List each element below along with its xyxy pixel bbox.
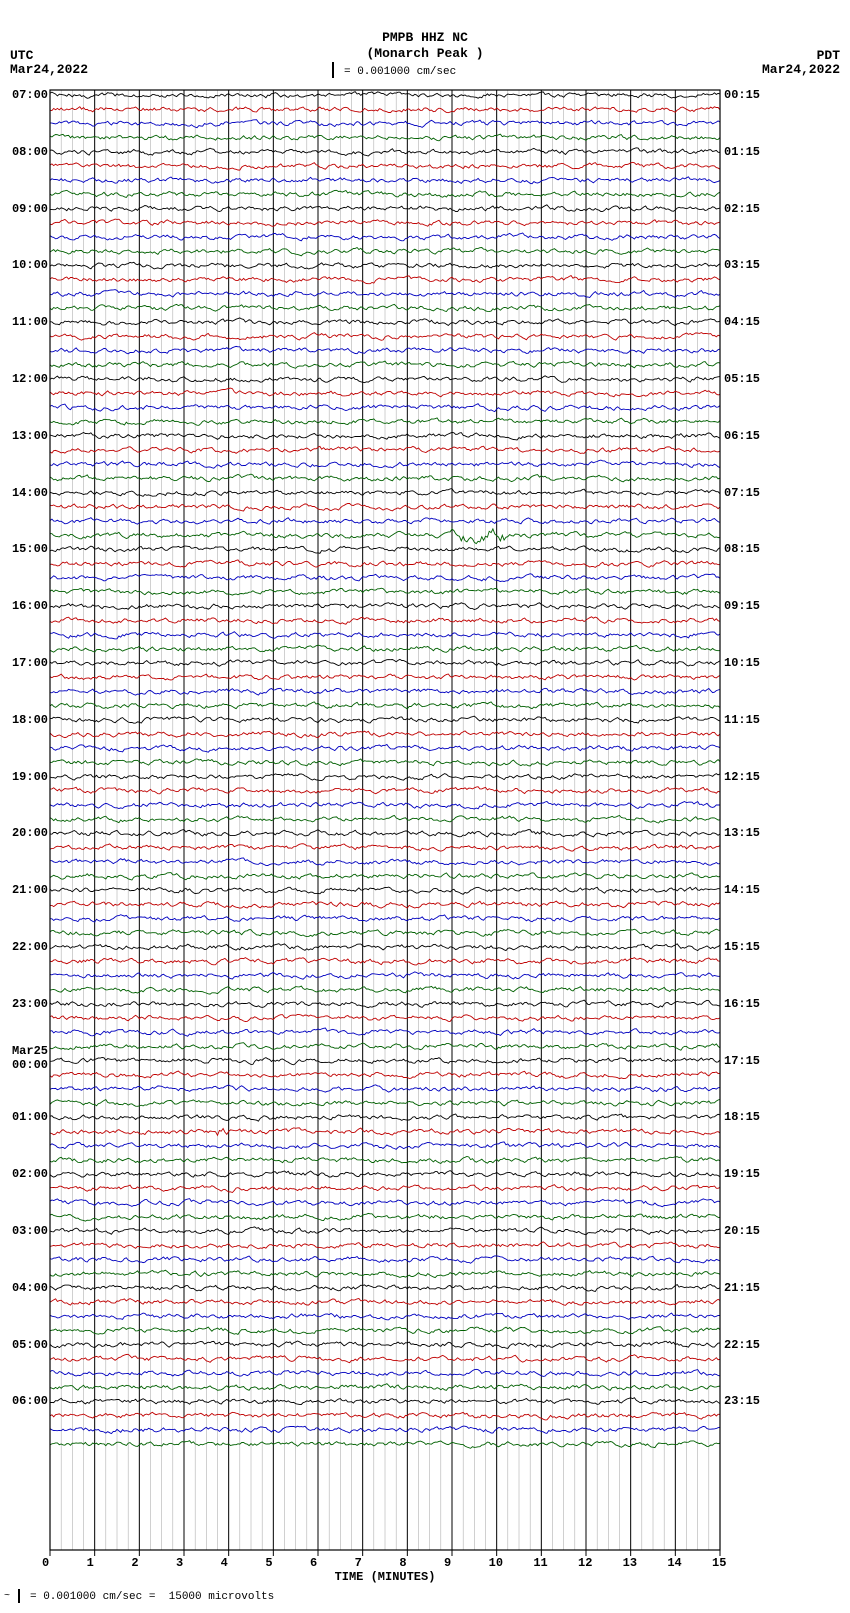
x-tick-label: 10: [489, 1556, 503, 1570]
scale-bar-icon: [332, 62, 334, 78]
x-tick-label: 13: [623, 1556, 637, 1570]
y-right-label: 22:15: [724, 1338, 774, 1352]
y-right-label: 23:15: [724, 1394, 774, 1408]
seismogram-figure: UTC Mar24,2022 PDT Mar24,2022 PMPB HHZ N…: [0, 0, 850, 1613]
footer-scale-bar-icon: [18, 1589, 20, 1603]
station-label: PMPB HHZ NC: [0, 30, 850, 45]
footer-tilde-icon: ~: [4, 1591, 10, 1602]
y-right-label: 09:15: [724, 599, 774, 613]
y-right-label: 13:15: [724, 826, 774, 840]
y-right-label: 05:15: [724, 372, 774, 386]
y-left-label: Mar25 00:00: [2, 1044, 48, 1072]
x-tick-label: 14: [667, 1556, 681, 1570]
x-tick-label: 15: [712, 1556, 726, 1570]
y-left-label: 15:00: [2, 542, 48, 556]
x-axis-label: TIME (MINUTES): [50, 1570, 720, 1584]
scale-text: = 0.001000 cm/sec: [344, 66, 456, 78]
x-tick-label: 8: [399, 1556, 406, 1570]
y-right-label: 20:15: [724, 1224, 774, 1238]
y-left-label: 21:00: [2, 883, 48, 897]
y-left-label: 11:00: [2, 315, 48, 329]
x-tick-label: 12: [578, 1556, 592, 1570]
y-right-label: 21:15: [724, 1281, 774, 1295]
y-right-label: 19:15: [724, 1167, 774, 1181]
y-right-label: 16:15: [724, 997, 774, 1011]
y-right-label: 08:15: [724, 542, 774, 556]
y-left-label: 10:00: [2, 258, 48, 272]
y-right-label: 14:15: [724, 883, 774, 897]
y-right-label: 18:15: [724, 1110, 774, 1124]
y-right-label: 07:15: [724, 486, 774, 500]
y-left-label: 13:00: [2, 429, 48, 443]
x-tick-label: 7: [355, 1556, 362, 1570]
utc-date: Mar24,2022: [10, 62, 88, 77]
y-right-label: 15:15: [724, 940, 774, 954]
y-right-label: 00:15: [724, 88, 774, 102]
x-tick-label: 3: [176, 1556, 183, 1570]
y-left-label: 09:00: [2, 202, 48, 216]
x-tick-label: 6: [310, 1556, 317, 1570]
y-left-label: 04:00: [2, 1281, 48, 1295]
y-right-label: 10:15: [724, 656, 774, 670]
y-right-label: 01:15: [724, 145, 774, 159]
y-right-label: 06:15: [724, 429, 774, 443]
y-left-label: 19:00: [2, 770, 48, 784]
y-left-label: 05:00: [2, 1338, 48, 1352]
y-left-label: 12:00: [2, 372, 48, 386]
y-right-label: 03:15: [724, 258, 774, 272]
y-left-label: 01:00: [2, 1110, 48, 1124]
seismogram-plot: [50, 90, 720, 1550]
y-left-label: 02:00: [2, 1167, 48, 1181]
y-right-label: 11:15: [724, 713, 774, 727]
y-left-label: 23:00: [2, 997, 48, 1011]
y-left-label: 17:00: [2, 656, 48, 670]
y-right-label: 02:15: [724, 202, 774, 216]
x-tick-label: 1: [87, 1556, 94, 1570]
x-tick-label: 0: [42, 1556, 49, 1570]
y-left-label: 20:00: [2, 826, 48, 840]
y-right-label: 12:15: [724, 770, 774, 784]
x-tick-label: 2: [131, 1556, 138, 1570]
x-tick-label: 4: [221, 1556, 228, 1570]
y-left-label: 14:00: [2, 486, 48, 500]
y-right-label: 17:15: [724, 1054, 774, 1068]
y-left-label: 07:00: [2, 88, 48, 102]
pdt-date: Mar24,2022: [762, 62, 840, 77]
x-tick-label: 5: [265, 1556, 272, 1570]
footer-text: = 0.001000 cm/sec = 15000 microvolts: [30, 1591, 274, 1603]
y-left-label: 22:00: [2, 940, 48, 954]
y-left-label: 18:00: [2, 713, 48, 727]
y-left-label: 16:00: [2, 599, 48, 613]
location-label: (Monarch Peak ): [0, 46, 850, 61]
x-tick-label: 11: [533, 1556, 547, 1570]
y-left-label: 08:00: [2, 145, 48, 159]
y-left-label: 03:00: [2, 1224, 48, 1238]
x-tick-label: 9: [444, 1556, 451, 1570]
y-left-label: 06:00: [2, 1394, 48, 1408]
y-right-label: 04:15: [724, 315, 774, 329]
